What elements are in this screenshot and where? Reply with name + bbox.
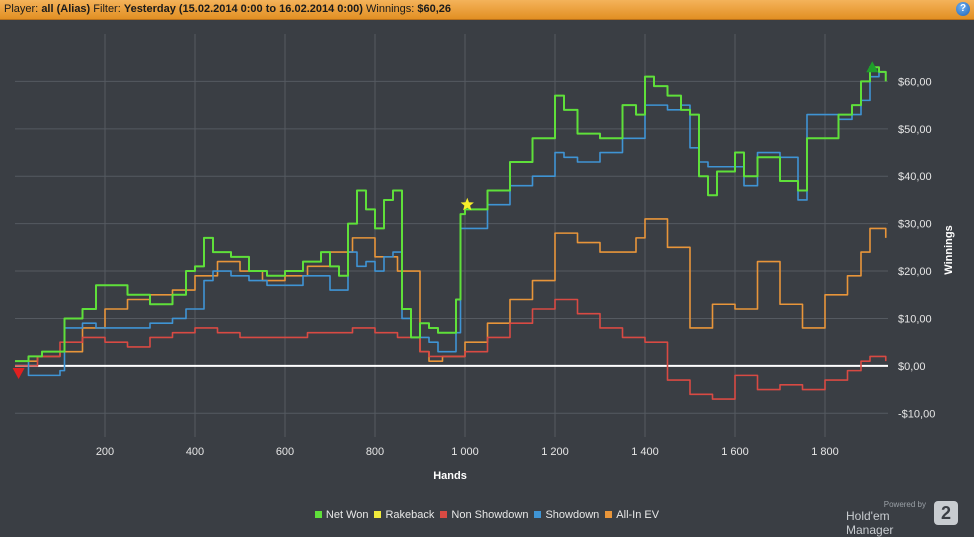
y-tick-label: $20,00 [898, 266, 932, 278]
series-lines [15, 66, 887, 400]
legend-item-net-won[interactable]: Net Won [314, 509, 369, 521]
filter-bar: Player: all (Alias) Filter: Yesterday (1… [0, 0, 974, 20]
filter-label: Filter: [93, 3, 121, 15]
winnings-label: Winnings: [366, 3, 415, 15]
star-marker [460, 197, 474, 211]
legend-label: Showdown [545, 509, 600, 521]
max-marker [866, 61, 879, 73]
x-axis-label: Hands [433, 470, 467, 482]
product-name: Hold'em Manager [846, 509, 894, 537]
legend-swatch [440, 511, 448, 518]
min-marker [12, 367, 25, 379]
series-line-all-in-ev [15, 218, 887, 362]
legend-item-all-in-ev[interactable]: All-In EV [605, 509, 659, 521]
y-tick-label: $50,00 [898, 124, 932, 136]
chart-markers [12, 61, 879, 379]
legend-label: Non Showdown [451, 509, 529, 521]
x-tick-label: 1 800 [811, 446, 839, 458]
y-axis-label: Winnings [943, 225, 955, 274]
legend-item-showdown[interactable]: Showdown [534, 509, 599, 521]
y-tick-labels: -$10,00 $0,00 $10,00 $20,00 $30,00 $40,00 $50,… [898, 76, 935, 420]
legend-item-non-showdown[interactable]: Non Showdown [440, 509, 528, 521]
x-tick-labels: 200 400 600 800 1 000 1 200 1 400 1 600 1 800 [96, 446, 839, 458]
series-line-net-won [15, 66, 887, 363]
chart-legend: Net Won Rakeback Non Showdown Showdown All-I… [0, 509, 974, 521]
legend-swatch [605, 511, 613, 518]
x-tick-label: 200 [96, 446, 114, 458]
filter-value[interactable]: Yesterday (15.02.2014 0:00 to 16.02.2014… [123, 3, 363, 15]
x-tick-label: 1 600 [721, 446, 749, 458]
holdem-manager-branding: Powered by Hold'em Manager 2 [846, 498, 966, 537]
legend-label: All-In EV [616, 509, 660, 521]
x-tick-label: 600 [276, 446, 294, 458]
player-label: Player: [4, 3, 39, 15]
winnings-chart: 200 400 600 800 1 000 1 200 1 400 1 600 1 800 -$… [12, 34, 955, 482]
help-icon[interactable]: ? [956, 2, 970, 16]
y-tick-label: $30,00 [898, 219, 932, 231]
legend-swatch [314, 511, 322, 518]
legend-label: Net Won [325, 509, 369, 521]
legend-item-rakeback[interactable]: Rakeback [374, 509, 434, 521]
x-tick-label: 1 400 [631, 446, 659, 458]
x-tick-label: 800 [366, 446, 384, 458]
y-tick-label: $10,00 [898, 313, 932, 325]
y-tick-label: $0,00 [898, 361, 926, 373]
x-tick-label: 1 000 [451, 446, 479, 458]
hm2-logo: 2 [934, 501, 958, 525]
x-tick-label: 400 [186, 446, 204, 458]
y-tick-label: -$10,00 [898, 408, 935, 420]
powered-by-text: Powered by [883, 500, 926, 509]
y-tick-label: $60,00 [898, 76, 932, 88]
legend-swatch [374, 511, 382, 518]
y-tick-label: $40,00 [898, 171, 932, 183]
player-value[interactable]: all (Alias) [41, 3, 91, 15]
x-tick-label: 1 200 [541, 446, 569, 458]
winnings-value: $60,26 [417, 3, 452, 15]
series-line-non-showdown [15, 298, 887, 400]
legend-swatch [534, 511, 542, 518]
legend-label: Rakeback [385, 509, 435, 521]
